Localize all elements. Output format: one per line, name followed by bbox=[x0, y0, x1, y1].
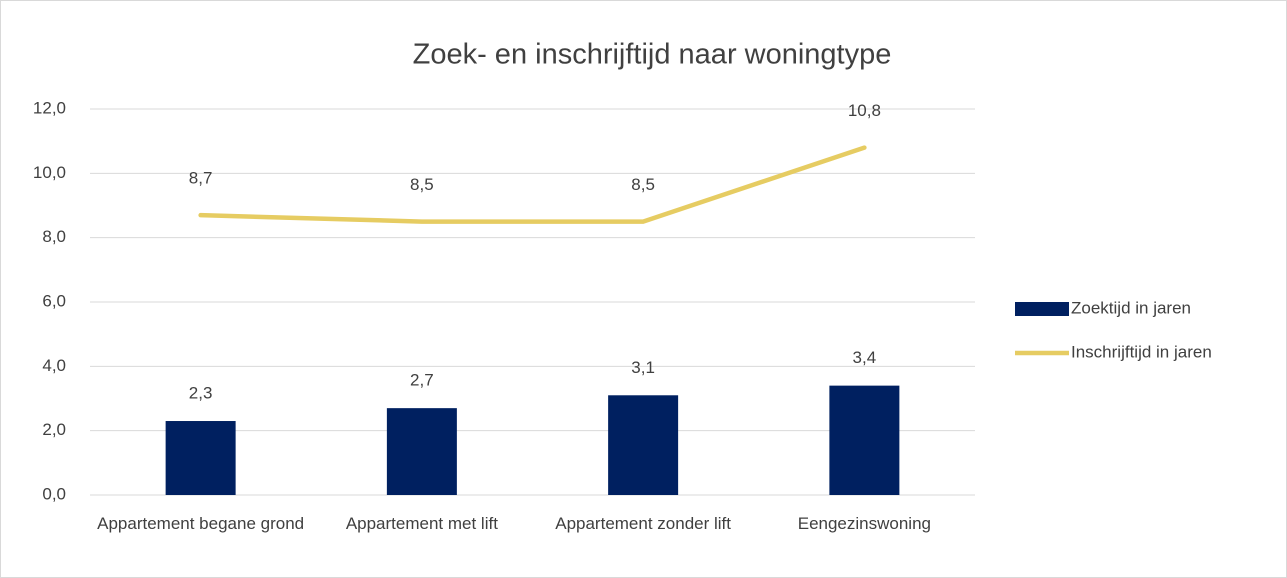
y-tick-label: 2,0 bbox=[42, 420, 66, 439]
y-tick-label: 10,0 bbox=[33, 163, 66, 182]
data-label: 10,8 bbox=[848, 101, 881, 120]
y-tick-label: 8,0 bbox=[42, 227, 66, 246]
bar bbox=[386, 408, 457, 495]
data-label: 8,7 bbox=[189, 169, 213, 188]
data-label: 8,5 bbox=[410, 175, 434, 194]
bar bbox=[608, 395, 679, 495]
data-label: 2,7 bbox=[410, 371, 434, 390]
y-tick-label: 6,0 bbox=[42, 291, 66, 310]
legend-swatch bbox=[1015, 302, 1069, 316]
x-tick-label: Eengezinswoning bbox=[797, 514, 931, 533]
y-tick-label: 0,0 bbox=[42, 484, 66, 503]
y-tick-label: 12,0 bbox=[33, 98, 66, 117]
data-label: 2,3 bbox=[189, 384, 213, 403]
x-tick-label: Appartement met lift bbox=[345, 514, 498, 533]
legend-label: Inschrijftijd in jaren bbox=[1071, 342, 1212, 361]
data-label: 3,1 bbox=[631, 358, 655, 377]
chart-title: Zoek- en inschrijftijd naar woningtype bbox=[413, 39, 892, 71]
legend-label: Zoektijd in jaren bbox=[1071, 298, 1191, 317]
y-tick-label: 4,0 bbox=[42, 356, 66, 375]
bar bbox=[165, 421, 236, 495]
bar bbox=[829, 385, 900, 495]
data-label: 3,4 bbox=[853, 348, 877, 367]
x-tick-label: Appartement begane grond bbox=[97, 514, 305, 533]
data-label: 8,5 bbox=[631, 175, 655, 194]
line bbox=[198, 145, 867, 224]
x-tick-label: Appartement zonder lift bbox=[555, 514, 731, 533]
